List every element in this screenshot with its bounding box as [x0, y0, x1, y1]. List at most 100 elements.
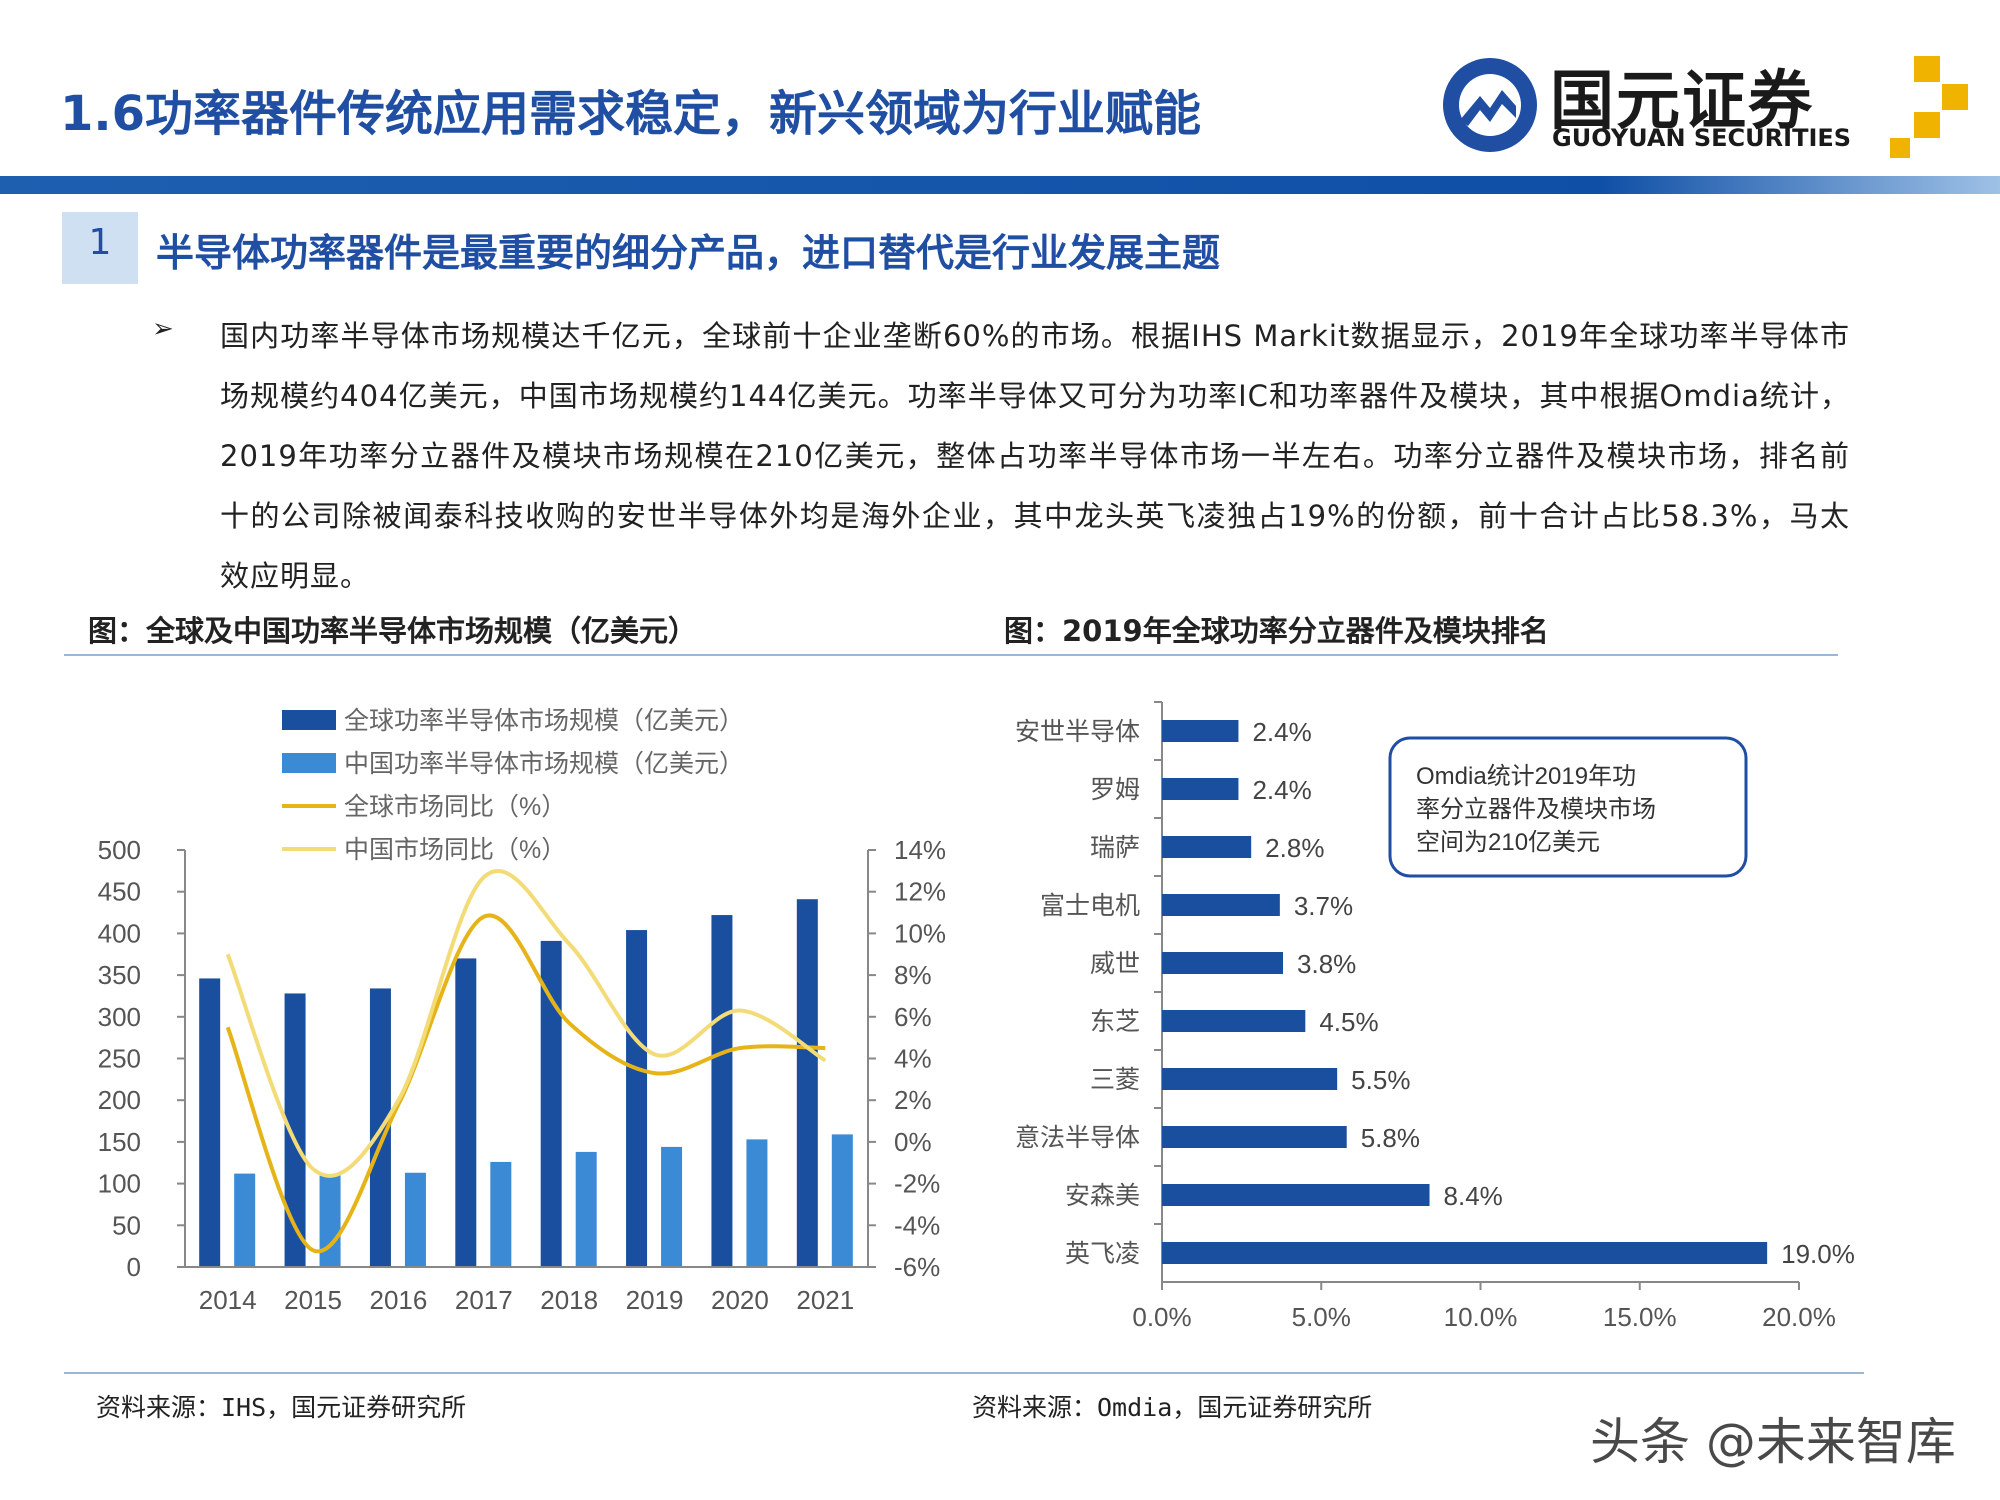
annotation-box [1388, 736, 1748, 878]
share-bar [1162, 1184, 1430, 1206]
x-tick-label: 2018 [540, 1285, 598, 1315]
global-market-bar [455, 958, 477, 1267]
legend-label: 全球市场同比（%） [344, 793, 566, 821]
section-number-box [62, 212, 138, 284]
logo-gold-square-icon [1914, 56, 1940, 82]
x-tick-label: 10.0% [1444, 1302, 1518, 1332]
right-chart-bars [1162, 720, 1768, 1264]
annotation-text-line: 率分立器件及模块市场 [1416, 796, 1656, 823]
left-y-tick-label: 450 [98, 877, 141, 907]
left-y-tick-label: 250 [98, 1044, 141, 1074]
category-label: 罗姆 [1090, 776, 1140, 804]
figure-divider-bottom [64, 1372, 1864, 1374]
value-label: 19.0% [1781, 1239, 1855, 1269]
right-figure-source: 资料来源：Omdia，国元证券研究所 [972, 1393, 1373, 1422]
left-figure-title: 图：全球及中国功率半导体市场规模（亿美元） [88, 614, 698, 648]
left-y-tick-label: 50 [112, 1210, 141, 1240]
category-label: 三菱 [1090, 1066, 1140, 1094]
global-market-bar [540, 940, 562, 1267]
global-market-bar [711, 915, 733, 1267]
china-yoy-line [225, 868, 827, 1178]
x-tick-label: 2014 [199, 1285, 257, 1315]
china-market-bar [831, 1134, 853, 1267]
right-y-tick-label: -4% [894, 1210, 940, 1240]
watermark: 头条 @未来智库 [1590, 1413, 1956, 1471]
share-bar [1162, 952, 1284, 974]
left-chart-lines [225, 868, 827, 1254]
company-logo [1443, 56, 1968, 158]
category-label: 安世半导体 [1015, 718, 1140, 746]
category-label: 瑞萨 [1090, 834, 1140, 862]
legend-swatch [282, 753, 336, 773]
value-label: 5.8% [1361, 1123, 1420, 1153]
value-label: 8.4% [1444, 1181, 1503, 1211]
logo-english-name: GUOYUAN SECURITIES [1552, 124, 1852, 152]
bullet-arrow-icon: ➢ [152, 314, 174, 344]
china-market-bar [490, 1161, 512, 1267]
right-figure-title: 图：2019年全球功率分立器件及模块排名 [1004, 614, 1549, 648]
category-label: 东芝 [1090, 1008, 1140, 1036]
right-y-tick-label: 14% [894, 835, 946, 865]
left-chart-y-axis-right: -6% -4% -2% 0% 2% 4% 6% 8% 10% 12% 14% [867, 835, 946, 1282]
left-y-tick-label: 150 [98, 1127, 141, 1157]
value-label: 3.7% [1294, 891, 1353, 921]
left-y-tick-label: 200 [98, 1085, 141, 1115]
china-market-bar [234, 1173, 256, 1267]
category-label: 意法半导体 [1015, 1124, 1140, 1152]
share-bar [1162, 836, 1252, 858]
china-market-bar [746, 1139, 768, 1267]
right-chart-value-labels: 2.4% 2.4% 2.8% 3.7% 3.8% 4.5% 5.5% 5.8% 8.4% 19.0… [1252, 717, 1854, 1269]
page-title: 1.6功率器件传统应用需求稳定，新兴领域为行业赋能 [60, 86, 1202, 142]
legend-swatch [282, 710, 336, 730]
right-y-tick-label: 8% [894, 960, 932, 990]
left-y-tick-label: 400 [98, 918, 141, 948]
legend-label: 中国功率半导体市场规模（亿美元） [344, 750, 744, 778]
value-label: 4.5% [1319, 1007, 1378, 1037]
x-tick-label: 0.0% [1132, 1302, 1191, 1332]
value-label: 5.5% [1351, 1065, 1410, 1095]
x-tick-label: 2017 [455, 1285, 513, 1315]
section-title: 半导体功率器件是最重要的细分产品，进口替代是行业发展主题 [156, 231, 1221, 275]
value-label: 3.8% [1297, 949, 1356, 979]
share-bar [1162, 1242, 1768, 1264]
x-tick-label: 20.0% [1762, 1302, 1836, 1332]
x-tick-label: 5.0% [1292, 1302, 1351, 1332]
legend-label: 中国市场同比（%） [344, 836, 566, 864]
left-chart-y-axis-left: 0 50 100 150 200 250 300 350 400 450 500 [98, 835, 186, 1282]
category-label: 安森美 [1065, 1182, 1140, 1210]
x-tick-label: 2015 [284, 1285, 342, 1315]
left-y-tick-label: 300 [98, 1002, 141, 1032]
china-market-bar [404, 1172, 426, 1267]
share-bar [1162, 1010, 1306, 1032]
right-y-tick-label: 10% [894, 918, 946, 948]
left-y-tick-label: 500 [98, 835, 141, 865]
china-market-bar [661, 1146, 683, 1267]
china-market-bar [319, 1174, 341, 1267]
x-tick-label: 15.0% [1603, 1302, 1677, 1332]
right-y-tick-label: 12% [894, 877, 946, 907]
bullet-paragraph: 国内功率半导体市场规模达千亿元，全球前十企业垄断60%的市场。根据IHS Mar… [220, 319, 1850, 593]
global-yoy-line [225, 913, 826, 1254]
share-bar [1162, 720, 1239, 742]
right-y-tick-label: -6% [894, 1252, 940, 1282]
x-tick-label: 2016 [370, 1285, 428, 1315]
value-label: 2.4% [1252, 775, 1311, 805]
value-label: 2.8% [1265, 833, 1324, 863]
left-y-tick-label: 350 [98, 960, 141, 990]
share-bar [1162, 1126, 1347, 1148]
left-y-tick-label: 0 [127, 1252, 141, 1282]
left-y-tick-label: 100 [98, 1169, 141, 1199]
right-y-tick-label: 2% [894, 1085, 932, 1115]
x-tick-label: 2021 [796, 1285, 854, 1315]
left-chart-x-axis: 2014 2015 2016 2017 2018 2019 2020 2021 [185, 1266, 868, 1315]
share-bar [1162, 778, 1239, 800]
category-label: 英飞凌 [1065, 1240, 1140, 1268]
annotation-text-line: Omdia统计2019年功 [1416, 763, 1636, 790]
right-chart-x-axis: 0.0% 5.0% 10.0% 15.0% 20.0% [1132, 1282, 1836, 1332]
category-label: 威世 [1090, 950, 1140, 978]
right-y-tick-label: 4% [894, 1044, 932, 1074]
section-number: 1 [88, 222, 112, 263]
category-label: 富士电机 [1040, 892, 1140, 920]
